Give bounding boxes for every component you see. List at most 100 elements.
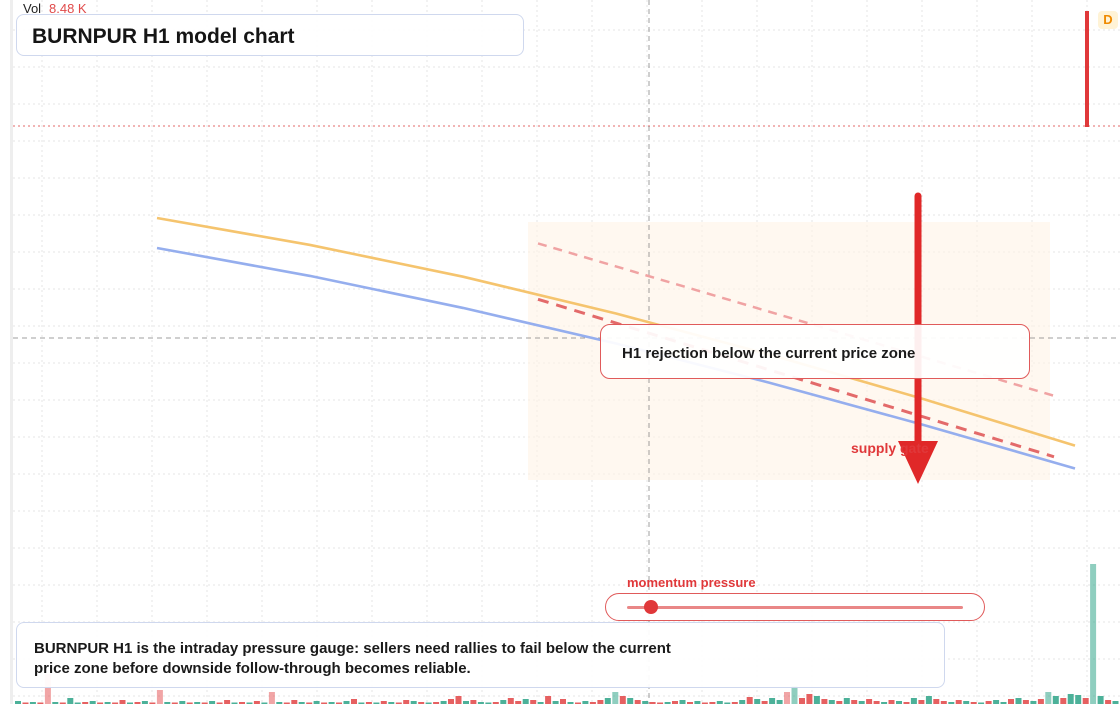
volume-bar <box>672 701 678 704</box>
volume-bar <box>776 700 783 704</box>
volume-bar <box>37 702 44 704</box>
volume-bar <box>978 702 985 704</box>
volume-bar <box>589 702 596 704</box>
volume-bar <box>463 701 469 704</box>
volume-bar <box>336 702 342 704</box>
volume-bar <box>813 696 820 704</box>
volume-bar <box>171 702 178 704</box>
volume-bar <box>955 700 962 704</box>
volume-bar <box>313 701 320 704</box>
bearish-arrow <box>898 192 938 484</box>
volume-bar <box>716 701 723 704</box>
volume-bar <box>291 700 298 704</box>
volume-bar <box>1052 696 1059 704</box>
volume-bar <box>97 702 104 704</box>
volume-bar <box>627 698 634 704</box>
volume-bar <box>164 702 171 704</box>
volume-bar <box>418 702 425 704</box>
volume-value: 8.48 K <box>49 1 87 16</box>
volume-bar <box>425 702 432 704</box>
volume-bar <box>358 702 365 704</box>
volume-bar <box>925 696 932 704</box>
volume-bar <box>963 701 970 704</box>
volume-bar <box>74 702 81 704</box>
volume-bar <box>89 701 96 704</box>
volume-bar <box>873 701 880 704</box>
volume-bar <box>448 699 454 704</box>
volume-bar <box>724 702 731 704</box>
volume-bar <box>1015 698 1022 704</box>
volume-bar <box>328 702 335 704</box>
volume-bar <box>560 699 566 704</box>
volume-bar <box>410 701 417 704</box>
volume-bar <box>821 699 828 704</box>
volume-bar <box>836 701 843 704</box>
volume-bar <box>239 702 245 704</box>
volume-bar <box>545 696 552 704</box>
chart-title: BURNPUR H1 model chart <box>32 25 295 48</box>
volume-bar <box>664 702 671 704</box>
volume-bar <box>500 700 507 704</box>
volume-bar <box>67 698 74 704</box>
volume-bar <box>933 699 940 704</box>
volume-bar <box>754 699 761 704</box>
volume-bar <box>201 702 208 704</box>
volume-bar <box>746 697 753 704</box>
volume-bar <box>1045 692 1052 704</box>
ma-fast-line <box>156 216 1076 447</box>
volume-bar <box>828 700 835 704</box>
volume-bar <box>612 692 619 704</box>
volume-bar <box>403 700 410 704</box>
volume-bar <box>918 700 925 704</box>
volume-bar <box>1090 564 1097 704</box>
momentum-gauge <box>605 593 985 621</box>
volume-bar <box>769 698 776 704</box>
volume-bar <box>186 702 193 704</box>
volume-bar <box>351 699 357 704</box>
timeframe-badge[interactable]: D <box>1098 11 1118 29</box>
volume-bar <box>231 702 238 704</box>
volume-bar <box>1008 699 1014 704</box>
momentum-gauge-title: momentum pressure <box>627 575 756 590</box>
volume-bar <box>694 701 701 704</box>
volume-bar <box>156 690 163 704</box>
volume-bar <box>806 694 813 704</box>
volume-bar <box>59 702 66 704</box>
volume-bar <box>276 702 283 704</box>
volume-bar <box>283 702 290 704</box>
volume-bar <box>1067 694 1074 704</box>
volume-bar <box>455 696 462 704</box>
volume-bar <box>209 701 216 704</box>
volume-bar <box>567 702 574 704</box>
volume-bar <box>687 702 693 704</box>
volume-bar <box>1075 695 1082 704</box>
volume-bar <box>1112 701 1119 704</box>
volume-bar <box>22 702 29 704</box>
volume-bar <box>530 700 537 704</box>
volume-bar <box>261 702 268 704</box>
volume-bar <box>44 674 51 704</box>
gauge-knob[interactable] <box>643 600 658 614</box>
volume-bar <box>253 701 260 704</box>
volume-bar <box>194 702 201 704</box>
volume-bar <box>604 698 611 704</box>
volume-bar <box>522 699 529 704</box>
current-candle-marker <box>1085 11 1089 127</box>
volume-bar <box>119 700 126 704</box>
volume-bar <box>15 701 21 704</box>
volume-bar <box>634 700 641 704</box>
volume-bar <box>642 701 649 704</box>
volume-bar <box>82 702 89 704</box>
volume-bar <box>433 702 440 704</box>
volume-bar <box>910 698 917 704</box>
volume-bar <box>575 702 581 704</box>
volume-bar <box>881 702 888 704</box>
volume-bar <box>679 700 686 704</box>
volume-bar <box>799 698 805 704</box>
volume-bar <box>784 692 790 704</box>
volume-bar <box>149 702 156 704</box>
supply-gate-label: supply gate <box>851 440 929 456</box>
description-text: BURNPUR H1 is the intraday pressure gaug… <box>34 640 671 677</box>
volume-bar <box>1060 698 1067 704</box>
volume-bar <box>268 692 275 704</box>
